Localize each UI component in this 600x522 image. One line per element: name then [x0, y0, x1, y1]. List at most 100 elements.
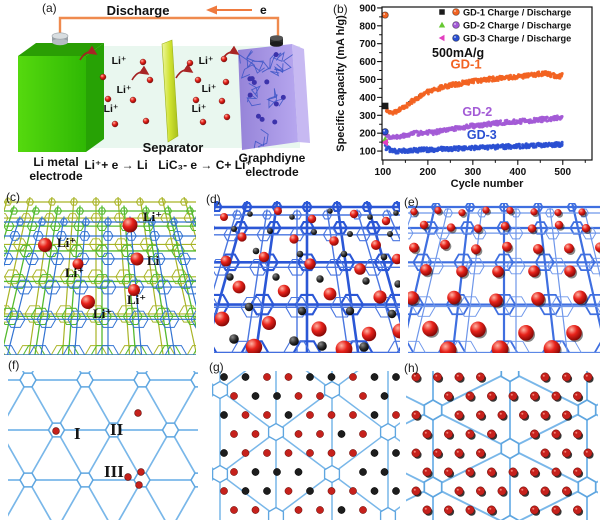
li-sphere-label: Li⁺ [127, 292, 146, 307]
li-sphere-label: Li⁺ [57, 235, 76, 250]
panel-c-tag: (c) [6, 190, 20, 204]
axis-ticks: 100 200 300 400 500 100 200 300 400 500 600 700 800 9… [359, 3, 586, 178]
li-ion-dots: Li⁺ Li⁺ Li⁺ Li⁺ Li⁺ Li⁺ [99, 55, 231, 128]
panel-a-tag: (a) [42, 1, 57, 15]
ion-hop-arrow [175, 63, 194, 79]
separator-label: Separator [143, 140, 204, 155]
lattice-3d-d [214, 201, 400, 353]
site-label-I: I [74, 424, 81, 443]
lattice-hexagons [212, 380, 397, 520]
y-tick-label: 300 [359, 111, 376, 122]
chart-legend: GD-1 Charge / Discharge GD-2 Charge / Dis… [438, 8, 571, 44]
capacity-chart: GD-1 GD-2 GD-3 100 200 300 400 500 100 200 300 400 5… [335, 3, 593, 190]
spheres-d [214, 207, 400, 353]
panel-e-tag: (e) [404, 195, 419, 209]
gd-mesh-texture [238, 45, 298, 150]
ion-hop-arrow [79, 45, 98, 61]
x-tick-label: 300 [464, 167, 481, 178]
site-label-III: III [104, 462, 124, 481]
x-tick-label: 400 [509, 167, 526, 178]
panel-g-dense-occupation: (g) [200, 355, 400, 522]
li-spheres-c: Li⁺ Li⁺ Li⁺ Li Li⁺ Li⁺ [38, 209, 162, 321]
ion-hop-arrow [131, 65, 150, 81]
series-gd-2-discharge [382, 114, 564, 141]
left-electrode-label-1: Li metal [33, 155, 78, 169]
electron-label: e [260, 3, 267, 17]
rate-label: 500mA/g [432, 46, 484, 60]
li-terminal-base [52, 38, 68, 46]
y-tick-label: 600 [359, 57, 376, 68]
series-gd-3-markers [381, 128, 389, 147]
x-tick-label: 100 [375, 167, 392, 178]
gd-terminal-cap [270, 35, 283, 41]
li-ion-label: Li⁺ [104, 103, 119, 115]
x-axis-label: Cycle number [451, 178, 524, 190]
x-tick-label: 500 [554, 167, 571, 178]
legend-entry-label: GD-2 Charge / Discharge [463, 21, 571, 31]
lattice-layer [4, 216, 196, 355]
li-ion-label: Li⁺ [117, 84, 132, 96]
lattice-2d-g [212, 371, 400, 520]
circuit-wire [58, 16, 280, 36]
panel-f-tag: (f) [8, 358, 20, 372]
y-tick-label: 100 [359, 147, 376, 158]
li-dots-g [220, 373, 400, 514]
right-electrode-label-1: Graphdiyne [239, 151, 306, 165]
lattice-3d-e [408, 203, 600, 353]
li-sphere-label: Li⁺ [143, 209, 162, 224]
panel-b-tag: (b) [333, 2, 348, 16]
x-tick-label: 200 [420, 167, 437, 178]
li-ion-label: Li⁺ [192, 103, 207, 115]
gd-terminal-base [270, 41, 283, 47]
series-gd-1-discharge [384, 70, 564, 116]
panel-h-tag: (h) [404, 361, 419, 375]
spheres-e [408, 206, 600, 353]
li-sphere-label: Li⁺ [65, 265, 84, 280]
discharge-arrowhead-icon [206, 5, 217, 15]
y-tick-label: 700 [359, 39, 376, 50]
panel-f-adsorption-sites: (f) I II III [0, 355, 200, 522]
series-label-gd-1: GD-1 [451, 57, 482, 72]
gd-terminal-body [270, 38, 283, 44]
li-sphere-label: Li⁺ [93, 306, 112, 321]
panel-b-cycling-chart: (b) GD-1 GD-2 GD-3 100 200 300 400 500 100 200 300… [332, 0, 600, 196]
left-electrode-label-2: electrode [29, 169, 83, 183]
li-dots-h [411, 372, 594, 516]
lattice-hexagons [423, 371, 597, 520]
gd-electrode-side [292, 44, 310, 143]
legend-entry-label: GD-3 Charge / Discharge [463, 34, 571, 44]
li-sphere-label: Li [147, 253, 160, 268]
panel-e-lattice-full-li: (e) [400, 185, 600, 355]
lattice-hexagons [8, 372, 198, 488]
battery-schematic-graphic: Discharge e Li⁺ Li⁺ Li⁺ Li⁺ Li⁺ Li⁺ [18, 3, 310, 183]
li-ion-label: Li⁺ [202, 83, 217, 95]
panel-a-battery-schematic: (a) Discharge e [0, 0, 332, 196]
li-ion-label: Li⁺ [199, 55, 214, 67]
y-tick-label: 800 [359, 21, 376, 32]
right-electrode-label-2: electrode [245, 165, 299, 179]
y-axis-label: Specific capacity (mA h/g) [335, 15, 347, 152]
lattice-lines [8, 371, 198, 520]
lattice-2d-h [406, 371, 598, 520]
series-gd-3-discharge [383, 140, 564, 155]
lattice-lines [212, 371, 400, 520]
li-electrode-side [86, 43, 104, 152]
series-label-gd-2: GD-2 [462, 105, 492, 119]
li-electrode-front [18, 56, 86, 152]
site-label-II: II [110, 420, 124, 439]
y-tick-label: 900 [359, 3, 376, 14]
lattice-lines [406, 371, 598, 520]
separator-slab [161, 39, 179, 143]
y-tick-label: 200 [359, 129, 376, 140]
series-gd-1-markers [381, 11, 389, 110]
series-label-gd-3: GD-3 [467, 128, 497, 142]
discharge-label: Discharge [107, 3, 170, 18]
plot-frame [381, 6, 593, 161]
panel-g-tag: (g) [209, 360, 224, 374]
y-tick-label: 400 [359, 93, 376, 104]
li-ion-label: Li⁺ [112, 55, 127, 67]
equation-right: LiC₃- e → C+ Li⁺ [158, 158, 252, 172]
